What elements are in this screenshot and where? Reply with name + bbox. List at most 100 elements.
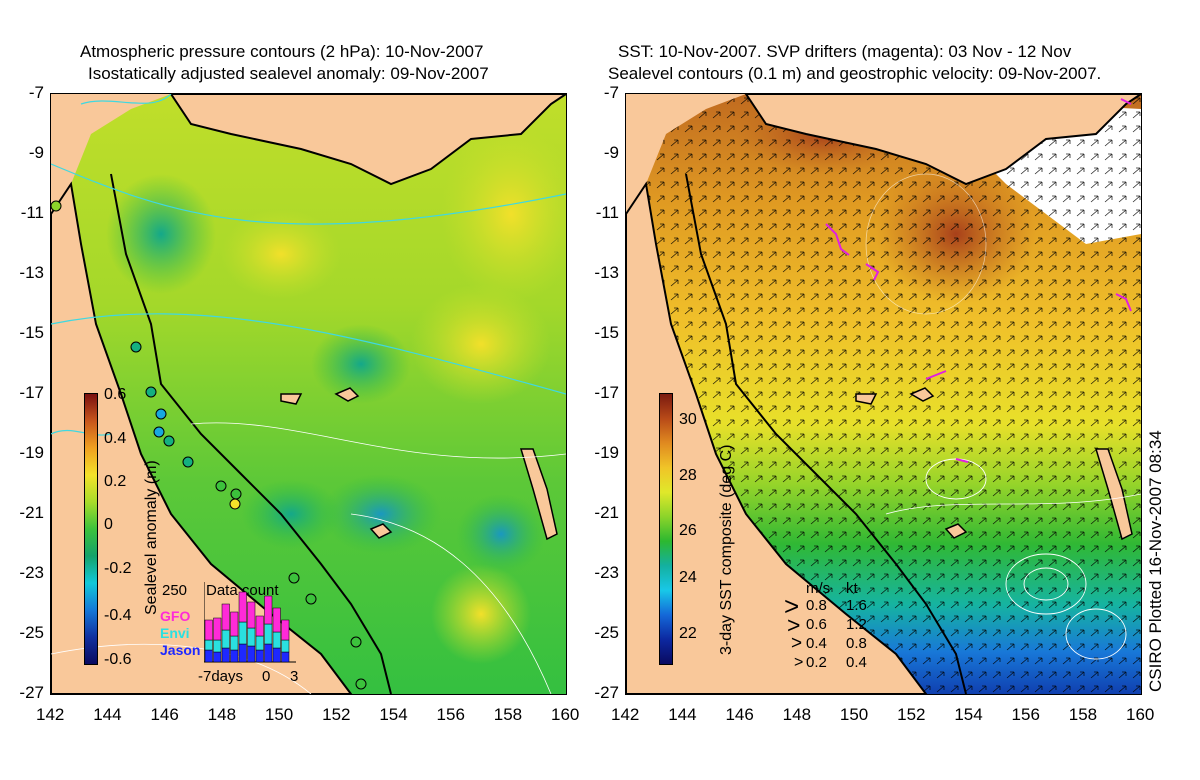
velocity-kt-value: 1.6	[846, 597, 867, 614]
svp-drifter-track	[865, 263, 880, 281]
x-tick-label: 154	[379, 705, 408, 724]
tide-gauge-marker	[215, 480, 227, 492]
y-tick-label: -19	[19, 443, 44, 462]
tide-gauge-marker	[350, 636, 362, 648]
data-count-x-label: 3	[290, 668, 299, 685]
data-count-bar	[272, 631, 281, 649]
data-count-bar	[238, 591, 247, 623]
tide-gauge-marker	[305, 593, 317, 605]
left-pressure-contour	[80, 94, 172, 105]
data-count-bar	[238, 621, 247, 645]
sealevel-contour	[1005, 553, 1087, 615]
left-sealevel-contour	[350, 513, 552, 694]
tide-gauge-marker	[51, 200, 62, 212]
colorbar-tick-label: 0.4	[104, 430, 127, 447]
colorbar-tick-label: 22	[679, 625, 697, 642]
right-island-a	[855, 393, 878, 405]
data-count-bar	[230, 635, 239, 651]
y-tick-label: -9	[603, 143, 619, 162]
y-tick-label: -23	[594, 563, 619, 582]
left-island-d	[369, 523, 393, 539]
x-tick-label: 160	[551, 705, 580, 724]
tide-gauge-marker	[163, 435, 175, 447]
svp-drifter-track	[1120, 98, 1132, 105]
sealevel-contour	[885, 493, 1141, 515]
y-tick-label: -21	[19, 503, 44, 522]
colorbar-tick-label: -0.4	[104, 607, 132, 624]
data-count-bar	[264, 595, 273, 625]
velocity-arrow-icon: >	[784, 591, 800, 621]
y-tick-label: -27	[594, 683, 619, 702]
left-shelf-contour	[110, 173, 392, 694]
y-tick-label: -27	[19, 683, 44, 702]
y-tick-label: -13	[19, 263, 44, 282]
plot-credit: CSIRO Plotted 16-Nov-2007 08:34	[1146, 430, 1165, 692]
y-tick-label: -11	[20, 203, 44, 222]
velocity-legend-header-kt: kt	[846, 580, 858, 597]
x-tick-label: 144	[668, 705, 697, 724]
left-png-land	[169, 94, 566, 186]
right-australia-land	[626, 181, 928, 694]
right-island-b	[909, 387, 935, 402]
right-island-c	[1094, 448, 1133, 541]
x-tick-label: 152	[322, 705, 351, 724]
sealevel-contour	[865, 173, 987, 315]
data-count-bar	[247, 645, 256, 663]
colorbar-tick-label: 0	[104, 516, 113, 533]
velocity-ms-value: 0.2	[806, 654, 827, 671]
left-australia-land	[51, 181, 353, 694]
x-tick-label: 150	[839, 705, 869, 724]
geostrophic-velocity-field	[626, 94, 1141, 694]
data-count-bar	[204, 639, 213, 651]
x-tick-label: 156	[1011, 705, 1040, 724]
tide-gauge-marker	[155, 408, 167, 420]
svp-drifter-track	[1115, 293, 1132, 312]
satellite-label: Envi	[160, 625, 190, 641]
velocity-legend-header-ms: m/s	[806, 580, 831, 597]
y-tick-label: -17	[594, 383, 619, 402]
svp-drifter-track	[825, 223, 850, 256]
colorbar-tick-label: -0.6	[104, 651, 132, 668]
velocity-arrow-icon: >	[787, 612, 801, 638]
y-tick-label: -15	[594, 323, 619, 342]
data-count-bar	[221, 647, 230, 663]
sealevel-contour	[1023, 567, 1069, 601]
y-tick-label: -11	[595, 203, 619, 222]
velocity-kt-value: 0.8	[846, 635, 867, 652]
svp-drifter-track	[955, 458, 969, 463]
tide-gauge-marker	[229, 498, 241, 510]
data-count-bar	[264, 643, 273, 663]
data-count-y-max: 250	[162, 582, 188, 599]
data-count-bar	[264, 623, 273, 645]
x-tick-label: 154	[954, 705, 983, 724]
colorbar-tick-label: -0.2	[104, 560, 132, 577]
tide-gauge-marker	[355, 678, 367, 690]
data-count-bar	[238, 643, 247, 663]
x-tick-label: 144	[93, 705, 122, 724]
tide-gauge-marker	[182, 456, 194, 468]
right-map-svg	[626, 94, 1141, 694]
tide-gauge-marker	[288, 572, 300, 584]
data-count-bar	[281, 651, 290, 663]
x-tick-label: 156	[436, 705, 465, 724]
data-count-title: Data count	[206, 582, 279, 599]
colorbar-tick-label: 26	[679, 522, 697, 539]
left-island-a	[280, 393, 303, 405]
x-tick-label: 142	[611, 705, 640, 724]
left-title-line1: Atmospheric pressure contours (2 hPa): 1…	[80, 42, 484, 61]
data-count-bar	[281, 639, 290, 653]
data-count-bar	[255, 635, 264, 651]
tide-gauge-marker	[230, 488, 242, 500]
y-tick-label: -7	[603, 83, 619, 102]
data-count-bar	[230, 611, 239, 637]
y-tick-label: -25	[594, 623, 619, 642]
x-tick-label: 142	[36, 705, 65, 724]
data-count-bar	[213, 617, 222, 641]
velocity-ms-value: 0.8	[806, 597, 827, 614]
tide-gauge-marker	[130, 341, 142, 353]
data-count-bar	[272, 607, 281, 633]
x-tick-label: 160	[1126, 705, 1155, 724]
tide-gauge-marker	[145, 386, 157, 398]
colorbar-tick-label: 0.2	[104, 473, 127, 490]
left-pressure-contour	[51, 313, 566, 395]
